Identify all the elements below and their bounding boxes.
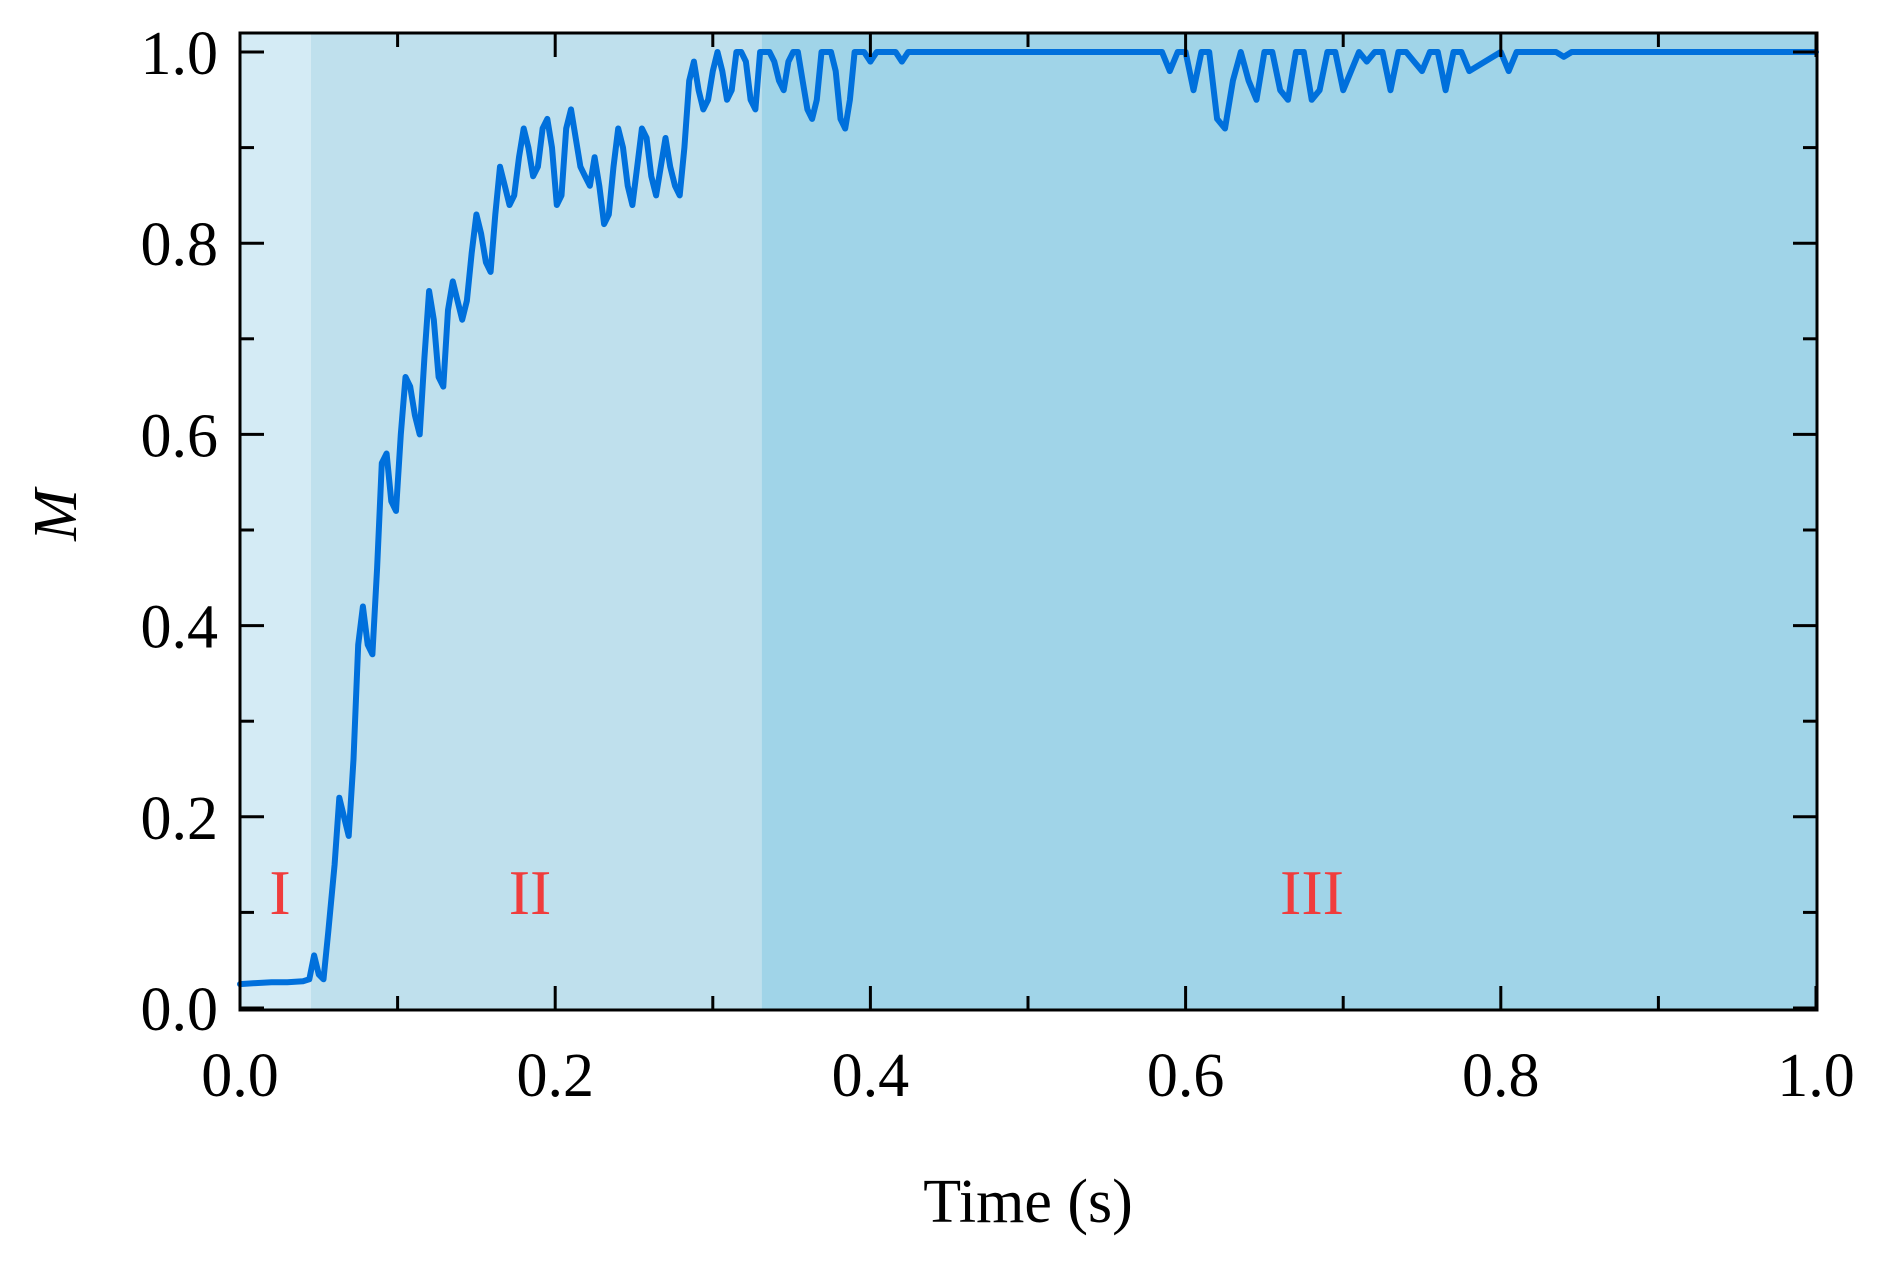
region-labels: I II III <box>269 857 1344 928</box>
y-tick-labels: 0.0 0.2 0.4 0.6 0.8 1.0 <box>141 20 219 1044</box>
y-tick-label: 0.6 <box>141 402 219 470</box>
region-label-II: II <box>509 857 552 928</box>
phase-regions <box>241 34 1816 1009</box>
y-tick-label: 0.0 <box>141 976 219 1044</box>
x-tick-label: 0.6 <box>1147 1042 1225 1110</box>
x-tick-labels: 0.0 0.2 0.4 0.6 0.8 1.0 <box>201 1042 1855 1110</box>
region-III <box>761 34 1816 1009</box>
y-axis-label: M <box>22 486 90 542</box>
m-series-line <box>237 49 1819 988</box>
x-tick-label: 0.2 <box>516 1042 594 1110</box>
x-tick-label: 0.0 <box>201 1042 279 1110</box>
x-tick-label: 0.8 <box>1462 1042 1540 1110</box>
y-tick-label: 1.0 <box>141 20 219 88</box>
region-label-I: I <box>269 857 290 928</box>
x-axis-label: Time (s) <box>923 1168 1133 1236</box>
x-tick-label: 1.0 <box>1777 1042 1855 1110</box>
y-tick-label: 0.8 <box>141 211 219 279</box>
y-tick-label: 0.4 <box>141 594 219 662</box>
region-label-III: III <box>1280 857 1344 928</box>
plot-frame <box>238 31 1819 1012</box>
y-tick-label: 0.2 <box>141 785 219 853</box>
region-I <box>241 34 311 1009</box>
region-II <box>310 34 762 1009</box>
axis-ticks <box>238 33 1818 1010</box>
x-tick-label: 0.4 <box>832 1042 910 1110</box>
